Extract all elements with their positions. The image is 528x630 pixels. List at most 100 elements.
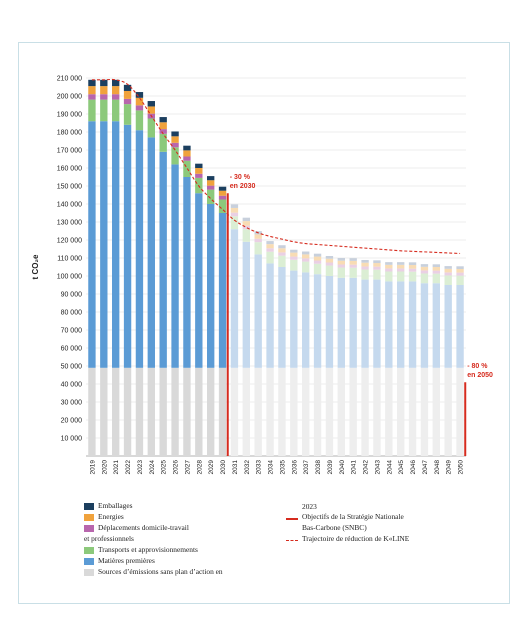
- bar-2028-series-5: [195, 163, 203, 168]
- trajectory-line: [91, 78, 461, 255]
- bar-2022-series-5: [123, 84, 132, 91]
- bar-2034-series-2: [266, 251, 274, 264]
- bar-2030-series-4: [218, 190, 227, 196]
- bar-2048-series-0: [432, 367, 440, 456]
- legend-right-header: 2023: [302, 502, 317, 512]
- bar-2033-series-0: [254, 367, 262, 456]
- bar-2049-series-3: [444, 272, 452, 276]
- bar-2020-series-2: [100, 99, 108, 122]
- bar-2036-series-0: [290, 367, 298, 456]
- bar-2026-series-3: [171, 142, 179, 148]
- bar-2036-series-3: [290, 256, 298, 260]
- bar-2037-series-5: [302, 251, 310, 255]
- bar-2042-series-1: [361, 279, 369, 368]
- bar-2030-series-5: [218, 186, 227, 191]
- bar-2031-series-1: [230, 229, 239, 368]
- bar-2048-series-3: [432, 270, 440, 274]
- legend-swatch-emballages: [84, 503, 94, 510]
- x-tick-label: 2029: [208, 460, 215, 475]
- bar-2043-series-2: [373, 269, 381, 280]
- bar-2032-series-1: [242, 241, 250, 368]
- x-tick-label: 2020: [101, 460, 108, 475]
- bar-2041-series-0: [349, 367, 357, 456]
- bar-2044-series-4: [385, 264, 393, 269]
- bar-2035-series-4: [278, 248, 286, 253]
- bar-2040-series-3: [337, 264, 345, 268]
- bar-2043-series-3: [373, 266, 381, 270]
- bar-2025-series-3: [159, 129, 167, 134]
- bar-2028-series-0: [195, 367, 203, 456]
- bar-2042-series-5: [361, 259, 369, 263]
- bar-2041-series-4: [349, 260, 357, 265]
- bar-2024-series-0: [147, 367, 155, 456]
- y-tick-label: 70 000: [61, 328, 83, 335]
- y-tick-label: 50 000: [61, 364, 83, 371]
- legend-label-trajectoire: Trajectoire de réduction de K«LINE: [302, 534, 410, 543]
- x-tick-label: 2035: [279, 460, 286, 475]
- bar-2045-series-2: [397, 271, 405, 282]
- bar-2039-series-1: [325, 276, 334, 368]
- y-tick-label: 120 000: [57, 238, 82, 245]
- bar-2025-series-5: [159, 117, 167, 123]
- x-tick-label: 2048: [434, 460, 441, 475]
- bar-2038-series-5: [313, 253, 322, 257]
- x-tick-label: 2032: [244, 460, 251, 475]
- bar-2027-series-3: [183, 156, 191, 161]
- bar-2028-series-3: [195, 173, 203, 178]
- bar-2034-series-5: [266, 241, 274, 245]
- bar-2036-series-1: [290, 270, 298, 368]
- bar-2024-series-4: [147, 106, 155, 114]
- bar-2025-series-4: [159, 122, 167, 130]
- bar-2035-series-1: [278, 267, 286, 368]
- bar-2040-series-5: [337, 258, 345, 261]
- bar-2020-series-4: [100, 86, 108, 95]
- legend-line-trajectoire: [286, 540, 298, 541]
- bar-2036-series-4: [290, 252, 298, 257]
- bar-2023-series-4: [135, 97, 144, 106]
- bar-2025-series-1: [159, 151, 167, 368]
- bar-2022-series-3: [123, 98, 132, 105]
- bar-2050-series-1: [456, 285, 464, 368]
- bar-2048-series-4: [432, 267, 440, 271]
- bar-2050-series-2: [456, 275, 464, 285]
- bar-2029-series-3: [207, 185, 215, 190]
- x-tick-label: 2039: [327, 460, 334, 475]
- bar-2038-series-4: [313, 256, 322, 261]
- legend-swatch-sources: [84, 569, 94, 576]
- bar-2046-series-5: [408, 262, 417, 266]
- bar-2019-series-5: [88, 79, 96, 87]
- bar-2022-series-2: [123, 104, 132, 125]
- bar-2044-series-2: [385, 271, 393, 282]
- x-tick-label: 2024: [149, 460, 156, 475]
- bar-2031-series-0: [230, 367, 239, 456]
- x-tick-label: 2022: [125, 460, 132, 475]
- x-tick-label: 2036: [291, 460, 298, 475]
- bar-2031-series-3: [230, 212, 239, 217]
- legend-line-snbc: [286, 518, 298, 520]
- bar-2042-series-4: [361, 262, 369, 267]
- bar-2049-series-2: [444, 275, 452, 285]
- legend-label-snbc-line2: Bas-Carbone (SNBC): [302, 523, 367, 532]
- bar-2025-series-2: [159, 133, 167, 152]
- bar-2046-series-1: [408, 281, 417, 368]
- bar-2023-series-0: [135, 367, 144, 456]
- y-tick-label: 20 000: [61, 418, 83, 425]
- bar-2046-series-4: [408, 265, 417, 269]
- bar-2019-series-4: [88, 86, 96, 95]
- bar-2027-series-1: [183, 177, 191, 368]
- x-tick-label: 2021: [113, 460, 120, 475]
- bar-2032-series-5: [242, 217, 250, 222]
- bar-2030-series-2: [218, 199, 227, 213]
- bar-2030-series-1: [218, 213, 227, 368]
- x-tick-label: 2025: [161, 460, 168, 475]
- y-tick-label: 100 000: [57, 274, 82, 281]
- x-tick-label: 2041: [351, 460, 358, 475]
- bar-2047-series-3: [420, 270, 429, 274]
- bar-2037-series-1: [302, 272, 310, 368]
- bar-2042-series-2: [361, 269, 369, 280]
- x-tick-label: 2033: [256, 460, 263, 475]
- bar-2030-series-0: [218, 367, 227, 456]
- bar-2037-series-2: [302, 261, 310, 273]
- legend-label-transports: Transports et approvisionnements: [98, 545, 198, 554]
- legend-swatch-matieres: [84, 558, 94, 565]
